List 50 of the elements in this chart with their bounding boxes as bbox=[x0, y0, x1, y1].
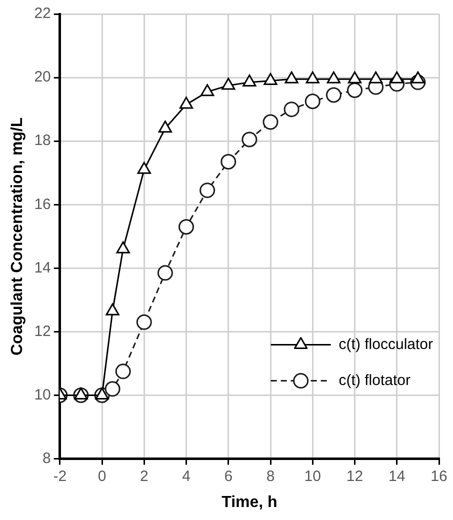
x-tick-label: 10 bbox=[304, 468, 321, 485]
x-tick-label: 8 bbox=[266, 468, 275, 485]
y-tick-label: 12 bbox=[34, 322, 51, 340]
y-tick-label: 20 bbox=[34, 68, 51, 86]
x-tick-label: 12 bbox=[346, 468, 364, 485]
x-tick-label: 0 bbox=[98, 468, 106, 485]
point bbox=[264, 72, 278, 85]
point bbox=[222, 78, 236, 90]
point bbox=[115, 364, 131, 380]
x-tick-label: 14 bbox=[388, 468, 406, 485]
y-axis-title: Coagulant Concentration, mg/L bbox=[9, 117, 26, 356]
y-tick-label: 18 bbox=[34, 132, 51, 150]
point bbox=[262, 114, 278, 130]
point bbox=[137, 162, 151, 174]
x-tick-label: 2 bbox=[140, 468, 148, 485]
point bbox=[326, 71, 341, 84]
point bbox=[136, 314, 152, 330]
legend-label: c(t) flocculator bbox=[338, 336, 434, 353]
x-tick-label: 16 bbox=[430, 468, 448, 485]
point bbox=[306, 71, 320, 84]
legend-label: c(t) flotator bbox=[338, 372, 410, 389]
point bbox=[200, 182, 216, 198]
point bbox=[179, 96, 194, 109]
y-tick-label: 14 bbox=[34, 259, 51, 276]
y-tick-label: 8 bbox=[42, 450, 51, 467]
point bbox=[284, 71, 298, 84]
point bbox=[242, 74, 256, 87]
point bbox=[369, 71, 383, 84]
point bbox=[178, 219, 194, 235]
point bbox=[411, 71, 425, 84]
point bbox=[348, 71, 362, 84]
point bbox=[104, 381, 120, 397]
x-tick-label: 4 bbox=[182, 468, 190, 485]
point bbox=[157, 265, 173, 281]
point bbox=[200, 84, 214, 96]
y-tick-label: 16 bbox=[34, 196, 51, 213]
y-tick-label: 10 bbox=[34, 386, 51, 404]
x-tick-label: 6 bbox=[224, 468, 233, 485]
x-axis-title: Time, h bbox=[222, 494, 278, 511]
point bbox=[116, 241, 130, 254]
point bbox=[284, 102, 300, 118]
point bbox=[304, 94, 320, 110]
point bbox=[347, 82, 362, 98]
point bbox=[390, 71, 404, 84]
point bbox=[220, 154, 236, 170]
point bbox=[242, 132, 258, 148]
x-tick-label: -2 bbox=[53, 468, 67, 485]
point bbox=[158, 120, 172, 133]
y-tick-label: 22 bbox=[34, 5, 51, 22]
point bbox=[326, 87, 342, 103]
